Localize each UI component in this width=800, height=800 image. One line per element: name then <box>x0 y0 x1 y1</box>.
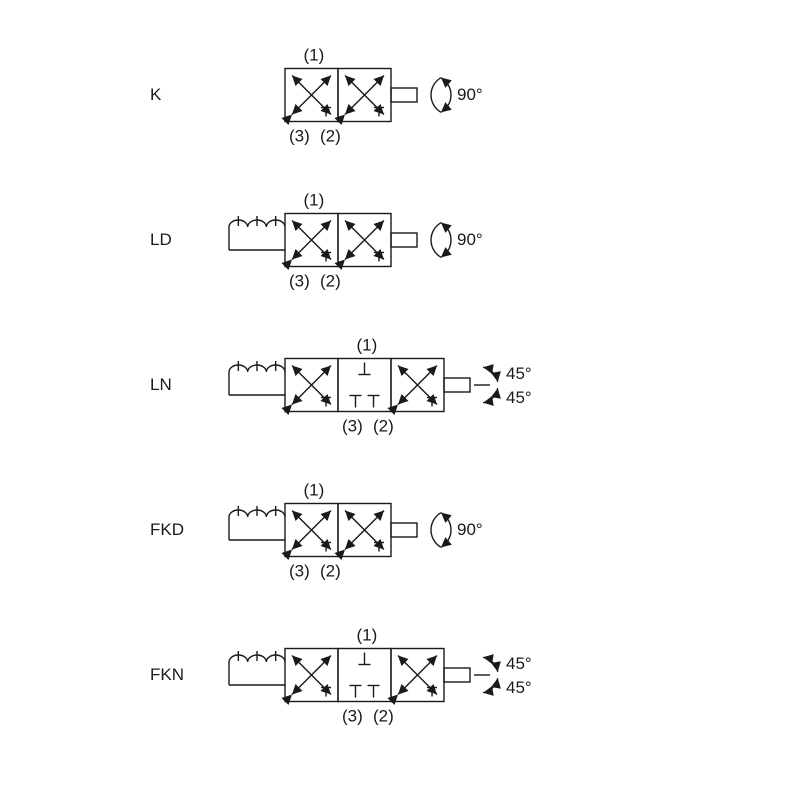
port-2: (2) <box>320 562 341 581</box>
lever-angle-upper: 45° <box>506 364 532 383</box>
port-1: (1) <box>357 626 378 645</box>
lever-angle-lower: 45° <box>506 678 532 697</box>
port-3: (3) <box>342 417 363 436</box>
valve-schematic-figure: K (1) (3) (2) 90° LD (1) (3) (2) 90° LN (1) (3) (2) 45… <box>0 0 800 800</box>
port-1: (1) <box>304 46 325 65</box>
row-label: FKN <box>150 665 184 684</box>
port-2: (2) <box>373 707 394 726</box>
row-label: FKD <box>150 520 184 539</box>
row-label: LD <box>150 230 172 249</box>
valve-row-FKD: FKD (1) (3) (2) 90° <box>150 481 483 581</box>
row-label: K <box>150 85 162 104</box>
lever-angle-label: 90° <box>457 85 483 104</box>
port-3: (3) <box>289 272 310 291</box>
port-2: (2) <box>320 127 341 146</box>
valve-row-LN: LN (1) (3) (2) 45° 45° <box>150 336 532 436</box>
lever-angle-lower: 45° <box>506 388 532 407</box>
lever-angle-upper: 45° <box>506 654 532 673</box>
valve-row-K: K (1) (3) (2) 90° <box>150 46 483 146</box>
port-1: (1) <box>304 191 325 210</box>
lever-angle-label: 90° <box>457 520 483 539</box>
row-label: LN <box>150 375 172 394</box>
port-2: (2) <box>373 417 394 436</box>
port-2: (2) <box>320 272 341 291</box>
port-3: (3) <box>289 562 310 581</box>
valve-row-LD: LD (1) (3) (2) 90° <box>150 191 483 291</box>
valve-row-FKN: FKN (1) (3) (2) 45° 45° <box>150 626 532 726</box>
port-3: (3) <box>289 127 310 146</box>
port-1: (1) <box>304 481 325 500</box>
port-3: (3) <box>342 707 363 726</box>
port-1: (1) <box>357 336 378 355</box>
lever-angle-label: 90° <box>457 230 483 249</box>
